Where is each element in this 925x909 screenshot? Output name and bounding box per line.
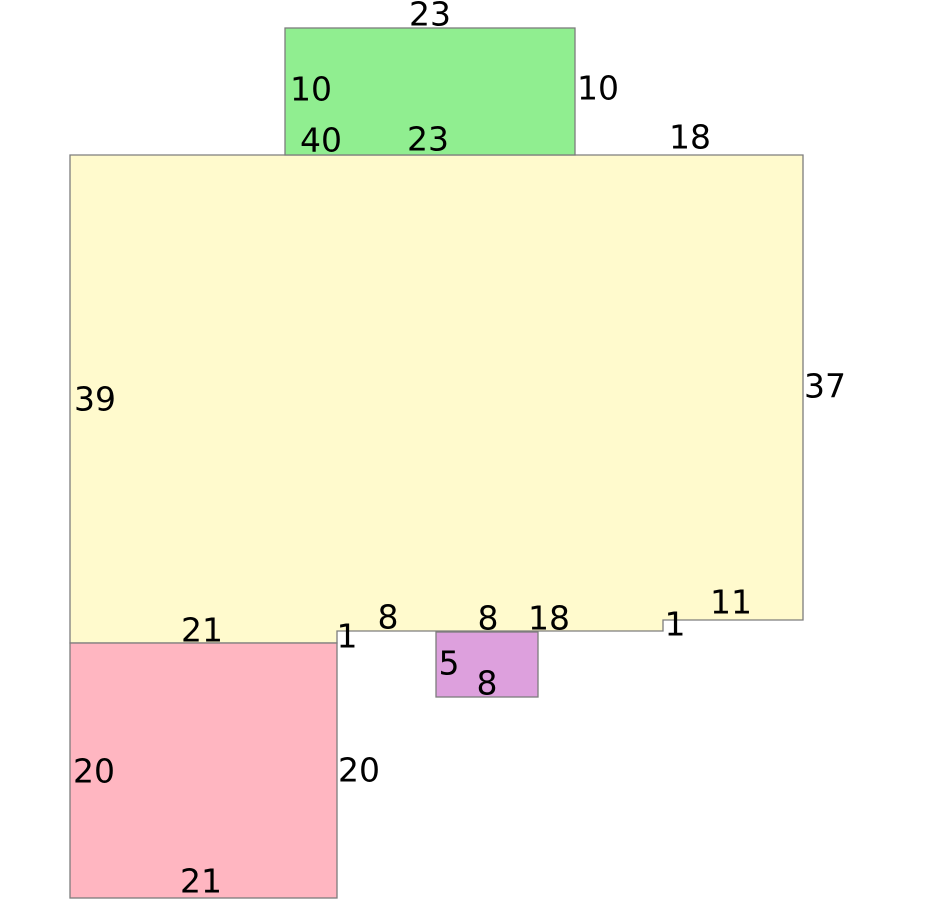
purple-bottom-label: 8 — [476, 663, 498, 703]
yellow-bottom-step-left-label: 1 — [336, 616, 358, 656]
purple-left-label: 5 — [438, 643, 460, 683]
pink-top-label: 21 — [181, 610, 223, 650]
yellow-bottom-segment-right-label: 11 — [710, 582, 752, 622]
green-right-label: 10 — [577, 68, 619, 108]
purple-top-label: 8 — [477, 598, 499, 638]
yellow-top-right-segment-label: 18 — [669, 117, 711, 157]
yellow-left-side-label: 39 — [74, 379, 116, 419]
pink-right-label: 20 — [338, 750, 380, 790]
yellow-bottom-segment-left-label: 8 — [377, 597, 399, 637]
pink-left-label: 20 — [73, 751, 115, 791]
purple-rectangle — [435, 631, 539, 698]
pink-bottom-label: 21 — [180, 861, 222, 901]
yellow-right-side-label: 37 — [804, 366, 846, 406]
yellow-bottom-step-right-label: 1 — [664, 604, 686, 644]
pink-rectangle — [69, 642, 338, 899]
yellow-bottom-segment-mid-label: 18 — [528, 598, 570, 638]
yellow-polygon — [69, 154, 804, 644]
green-bottom-label: 23 — [407, 119, 449, 159]
green-left-label: 10 — [290, 69, 332, 109]
yellow-top-left-segment-label: 40 — [300, 120, 342, 160]
green-top-label: 23 — [409, 0, 451, 34]
green-rectangle — [284, 27, 576, 156]
